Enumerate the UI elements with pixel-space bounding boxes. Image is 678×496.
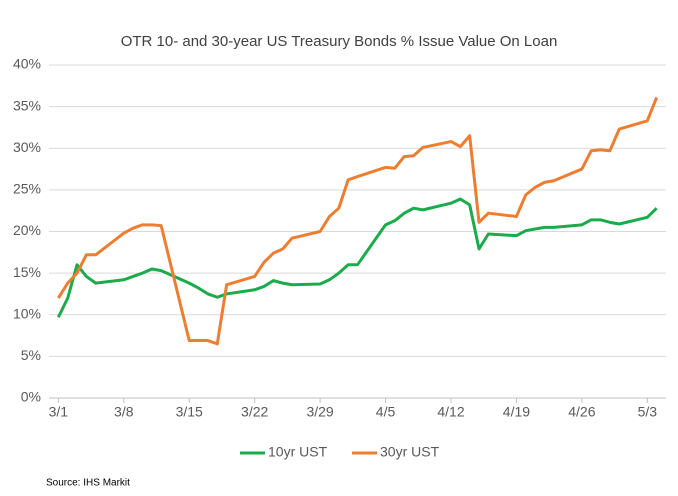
x-tick-label: 3/1 — [49, 404, 69, 420]
y-tick-label: 25% — [13, 181, 41, 197]
y-tick-label: 20% — [13, 222, 41, 238]
chart-title: OTR 10- and 30-year US Treasury Bonds % … — [121, 33, 558, 50]
line-series — [57, 96, 659, 346]
x-tick-label: 4/5 — [376, 404, 396, 420]
line-series — [57, 197, 658, 318]
legend-label: 30yr UST — [380, 444, 440, 460]
y-tick-label: 10% — [13, 305, 41, 321]
x-tick-label: 3/29 — [306, 404, 333, 420]
source: Source: IHS Markit — [46, 478, 130, 489]
legend-label: 10yr UST — [268, 444, 328, 460]
x-tick-label: 4/26 — [568, 404, 595, 420]
y-tick-label: 5% — [21, 347, 41, 363]
x-tick-label: 5/3 — [638, 404, 658, 420]
y-tick-label: 0% — [21, 389, 41, 405]
x-tick-label: 3/8 — [114, 404, 134, 420]
y-tick-label: 30% — [13, 139, 41, 155]
y-tick-label: 35% — [13, 97, 41, 113]
x-tick-label: 4/19 — [503, 404, 530, 420]
y-tick-label: 15% — [13, 264, 41, 280]
x-tick-label: 4/12 — [437, 404, 464, 420]
y-tick-label: 40% — [13, 56, 41, 72]
x-tick-label: 3/15 — [176, 404, 203, 420]
x-tick-label: 3/22 — [241, 404, 268, 420]
